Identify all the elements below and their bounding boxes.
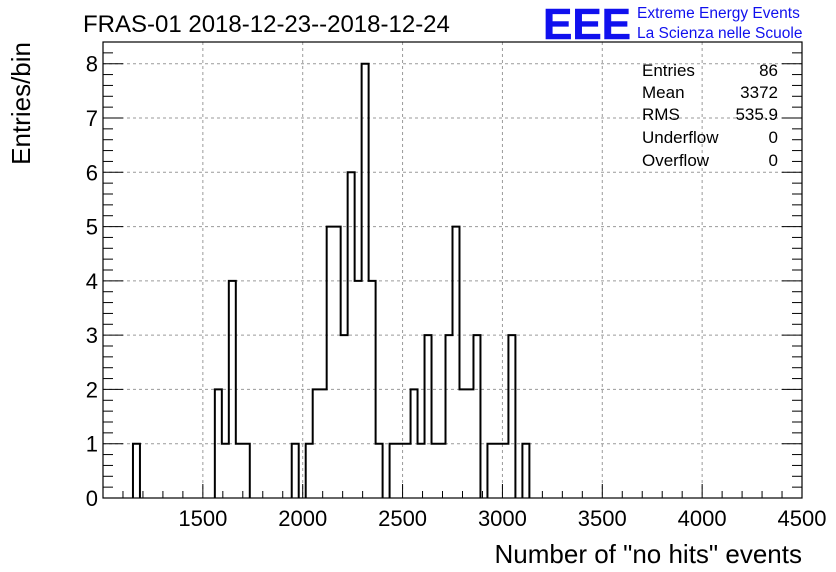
- histogram-bin: [404, 444, 411, 498]
- stats-entries-value: 86: [759, 61, 778, 80]
- chart-title: FRAS-01 2018-12-23--2018-12-24: [83, 11, 450, 38]
- x-tick-label: 3000: [478, 506, 527, 531]
- histogram-bin: [425, 335, 432, 498]
- histogram-bin: [487, 444, 494, 498]
- histogram-bin: [236, 444, 243, 498]
- stats-overflow-value: 0: [769, 151, 778, 170]
- histogram-bin: [390, 444, 397, 498]
- y-tick-label: 8: [86, 52, 98, 77]
- y-tick-label: 4: [86, 269, 98, 294]
- y-tick-label: 5: [86, 215, 98, 240]
- histogram-bin: [133, 444, 140, 498]
- histogram-bin: [508, 335, 515, 498]
- x-tick-label: 2500: [378, 506, 427, 531]
- histogram-bin: [243, 444, 250, 498]
- y-axis-label: Entries/bin: [6, 42, 36, 165]
- histogram-bin: [222, 444, 229, 498]
- stats-underflow-value: 0: [769, 128, 778, 147]
- x-axis-label: Number of "no hits" events: [495, 539, 803, 569]
- logo-mark: EEE: [543, 0, 631, 49]
- stats-underflow-label: Underflow: [642, 128, 719, 147]
- histogram-bin: [522, 444, 529, 498]
- y-tick-label: 2: [86, 377, 98, 402]
- x-tick-label: 1500: [178, 506, 227, 531]
- x-tick-label: 4500: [778, 506, 827, 531]
- histogram-bin: [473, 335, 480, 498]
- histogram-bin: [327, 227, 334, 498]
- y-tick-label: 6: [86, 160, 98, 185]
- logo-line-1: Extreme Energy Events: [637, 5, 800, 22]
- y-tick-label: 3: [86, 323, 98, 348]
- histogram-bin: [439, 444, 446, 498]
- axis-ticks: [103, 52, 803, 499]
- histogram-bin: [432, 444, 439, 498]
- stats-mean-value: 3372: [740, 83, 778, 102]
- histogram-outline: [131, 62, 531, 498]
- stats-overflow-label: Overflow: [642, 151, 710, 170]
- x-tick-labels: 1500 2000 2500 3000 3500 4000 4500: [178, 506, 826, 531]
- stats-rms-value: 535.9: [735, 105, 778, 124]
- histogram-bin: [446, 335, 453, 498]
- stats-entries-label: Entries: [642, 61, 695, 80]
- x-tick-label: 3500: [578, 506, 627, 531]
- y-tick-labels: 0 1 2 3 4 5 6 7 8: [86, 52, 98, 511]
- x-tick-label: 4000: [678, 506, 727, 531]
- histogram-bin: [341, 335, 348, 498]
- stats-rms-label: RMS: [642, 105, 680, 124]
- stats-box: Entries 86 Mean 3372 RMS 535.9 Underflow…: [642, 61, 778, 170]
- y-tick-label: 1: [86, 432, 98, 457]
- eee-logo: EEE Extreme Energy Events La Scienza nel…: [543, 0, 803, 49]
- histogram-bin: [494, 444, 501, 498]
- histogram-bin: [376, 444, 383, 498]
- x-tick-label: 2000: [278, 506, 327, 531]
- histogram-bin: [418, 444, 425, 498]
- histogram-bin: [292, 444, 299, 498]
- y-tick-label: 0: [86, 486, 98, 511]
- histogram-bin: [453, 227, 460, 498]
- stats-mean-label: Mean: [642, 83, 685, 102]
- histogram-bin: [334, 227, 341, 498]
- grid-lines: [103, 42, 802, 498]
- y-tick-label: 7: [86, 106, 98, 131]
- histogram-bin: [306, 444, 313, 498]
- logo-line-2: La Scienza nelle Scuole: [637, 25, 802, 42]
